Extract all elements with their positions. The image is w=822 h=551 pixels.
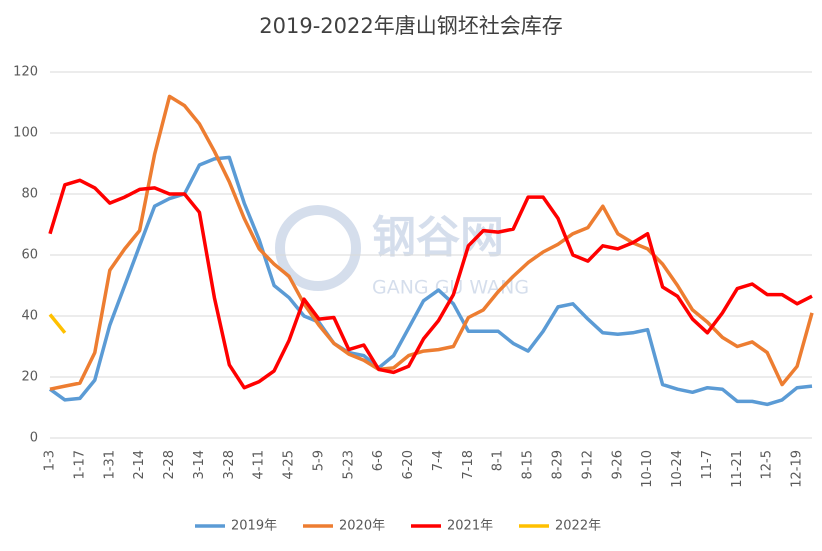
x-tick-label: 1-3 [43,450,58,471]
x-tick-label: 7-4 [431,450,446,471]
x-tick-label: 4-11 [252,450,267,480]
y-tick-label: 60 [21,248,38,263]
x-tick-label: 7-18 [461,450,476,480]
x-tick-label: 8-29 [551,450,566,480]
x-tick-label: 3-14 [192,450,207,480]
x-tick-label: 3-28 [222,450,237,480]
y-tick-label: 0 [30,431,38,446]
x-tick-label: 9-12 [580,450,595,480]
y-tick-label: 40 [21,309,38,324]
x-tick-label: 10-24 [670,450,685,488]
x-tick-label: 2-28 [162,450,177,480]
legend-label: 2020年 [339,519,385,534]
x-tick-label: 12-5 [760,450,775,480]
x-tick-label: 5-9 [311,450,326,471]
x-tick-label: 8-1 [491,450,506,471]
legend-label: 2019年 [231,519,277,534]
x-tick-label: 10-10 [640,450,655,488]
series-line [48,313,67,334]
x-tick-label: 1-31 [102,450,117,480]
x-tick-label: 6-6 [371,450,386,471]
x-tick-label: 8-15 [521,450,536,480]
x-tick-label: 1-17 [72,450,87,480]
legend-label: 2021年 [447,519,493,534]
x-tick-label: 11-21 [730,450,745,488]
x-tick-label: 2-14 [132,450,147,480]
x-tick-label: 9-26 [610,450,625,480]
x-tick-label: 4-25 [282,450,297,480]
chart-title: 2019-2022年唐山钢坯社会库存 [259,14,562,38]
watermark-subtext: GANG GU WANG [372,277,529,299]
x-tick-label: 12-19 [790,450,805,488]
series-line [48,155,813,407]
series-line [48,178,813,390]
watermark-logo [275,205,361,291]
x-tick-label: 6-20 [401,450,416,480]
legend-label: 2022年 [555,519,601,534]
y-tick-label: 20 [21,370,38,385]
x-tick-label: 11-7 [700,450,715,480]
y-tick-label: 100 [13,126,38,141]
series-line [49,94,814,391]
y-tick-label: 80 [21,187,38,202]
x-tick-label: 5-23 [341,450,356,480]
y-tick-label: 120 [13,65,38,80]
watermark: 钢谷网 GANG GU WANG [275,205,529,299]
